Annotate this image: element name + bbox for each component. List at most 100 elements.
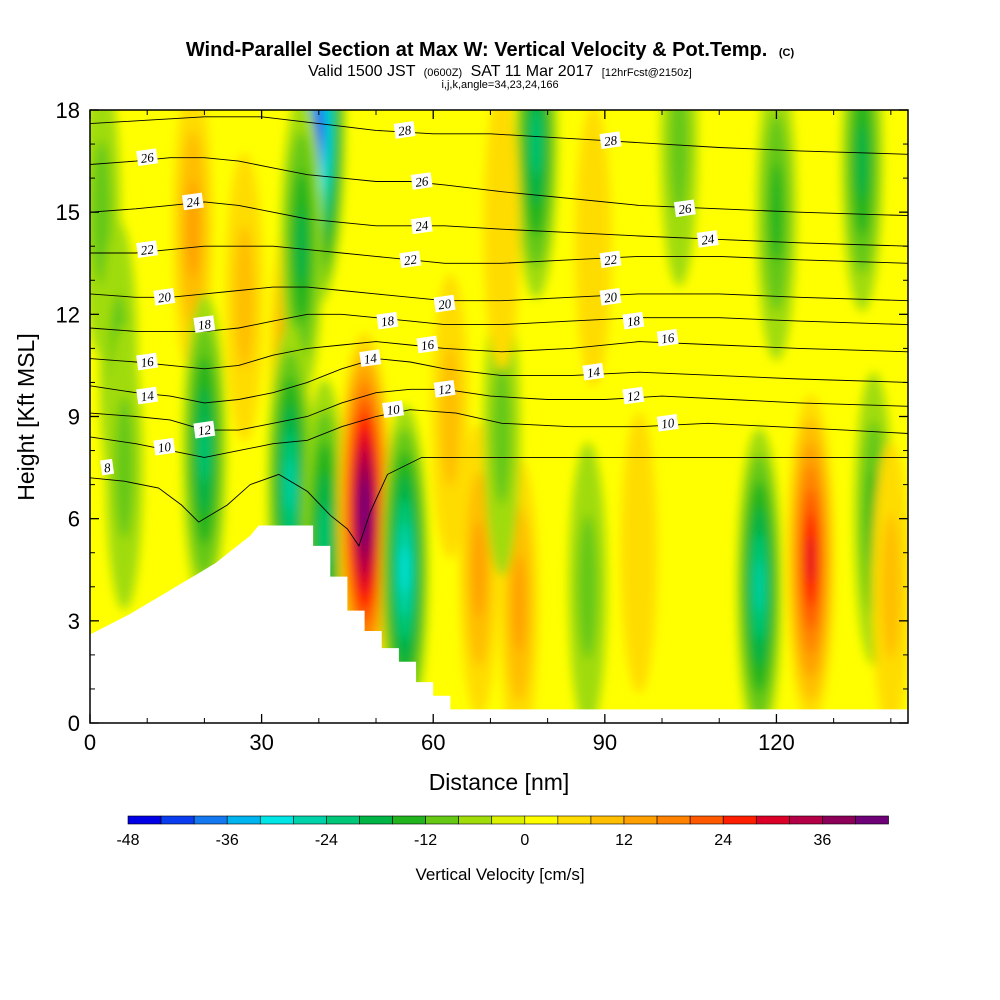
isentrope-label: 14	[582, 362, 605, 381]
isentrope-label: 24	[181, 192, 204, 211]
chart-title-main: Wind-Parallel Section at Max W: Vertical…	[186, 39, 767, 61]
colorbar-bin	[524, 815, 559, 825]
colorbar-bin	[491, 815, 526, 825]
y-tick-label: 6	[68, 507, 80, 532]
isentrope-label: 24	[410, 216, 433, 234]
isentrope-label-text: 26	[677, 200, 692, 217]
isentrope-label-box	[433, 294, 456, 313]
isentrope-label-text: 18	[197, 316, 212, 333]
colorbar-bin	[458, 815, 493, 825]
x-axis-label: Distance [nm]	[429, 769, 570, 795]
isentrope-label: 28	[599, 131, 622, 149]
colorbar-tick-label: -48	[116, 832, 139, 849]
velocity-cell	[296, 208, 307, 285]
velocity-cell	[115, 396, 134, 539]
isentrope-label: 14	[359, 349, 382, 367]
grid-info: i,j,k,angle=34,23,24,166	[441, 79, 558, 91]
isentrope-label: 8	[100, 458, 115, 476]
valid-date: SAT 11 Mar 2017	[471, 63, 594, 80]
isentrope-label-box	[433, 379, 456, 398]
isentrope-label-text: 28	[603, 132, 618, 149]
isentrope-label-box	[582, 362, 605, 381]
isentrope-label: 18	[376, 311, 399, 330]
velocity-cell	[316, 110, 322, 145]
forecast-info: [12hrFcst@2150z]	[602, 67, 692, 79]
colorbar-bin	[557, 815, 592, 825]
colorbar-tick-label: 0	[520, 832, 529, 849]
velocity-cell	[362, 495, 368, 529]
colorbar-bin	[656, 815, 691, 825]
velocity-cell	[578, 514, 598, 659]
colorbar-bin	[755, 815, 790, 825]
velocity-cell	[234, 225, 254, 370]
isentrope-label-text: 22	[603, 251, 618, 268]
velocity-cell	[881, 514, 901, 659]
velocity-cell	[575, 110, 612, 387]
velocity-cell	[91, 139, 111, 285]
axes: 0 30 60 90 120 0 3 6 9 12 15 18	[56, 98, 908, 755]
colorbar-bin	[392, 815, 426, 825]
isentrope-line	[90, 245, 908, 264]
isentrope-label: 14	[136, 386, 159, 405]
isentrope-label: 16	[416, 335, 439, 354]
colorbar-tick-label: -12	[414, 832, 437, 849]
isentrope-label-box	[153, 287, 176, 306]
isentrope-label-text: 12	[437, 381, 452, 398]
isentrope-label-box	[599, 131, 622, 149]
velocity-cell	[492, 362, 512, 505]
velocity-cell	[769, 162, 784, 262]
isentrope-label-text: 20	[603, 289, 618, 306]
colorbar-tick-label: -24	[315, 832, 338, 849]
isentrope-label-text: 14	[140, 388, 155, 405]
isentrope-label: 12	[193, 420, 216, 439]
colorbar-bin	[789, 815, 823, 825]
isentrope-label-text: 20	[157, 289, 172, 306]
colorbar-label: Vertical Velocity [cm/s]	[415, 865, 584, 884]
isentrope-label-box	[656, 328, 679, 347]
y-tick-label: 18	[56, 98, 80, 123]
velocity-cell	[669, 110, 689, 216]
isentrope-label: 20	[153, 287, 176, 306]
isentrope-label: 26	[673, 199, 696, 218]
isentrope-label-text: 18	[380, 313, 395, 330]
velocity-field	[90, 110, 908, 723]
isentrope-label: 28	[393, 121, 416, 139]
chart-title: Wind-Parallel Section at Max W: Vertical…	[186, 39, 795, 61]
isentrope-label: 10	[382, 400, 405, 418]
isentrope-label-box	[410, 172, 433, 190]
isentrope-label-box	[599, 287, 622, 306]
y-tick-label: 15	[56, 200, 80, 225]
x-tick-label: 60	[421, 730, 445, 755]
isentrope-line	[90, 286, 908, 302]
x-tick-label: 120	[758, 730, 795, 755]
isentrope-label-text: 8	[103, 460, 112, 476]
isentrope-label: 10	[656, 413, 679, 432]
isentrope-label: 22	[399, 250, 422, 268]
velocity-cell	[755, 560, 763, 614]
isentrope-label-text: 16	[420, 337, 435, 354]
velocity-cell	[621, 412, 658, 694]
velocity-cell	[807, 535, 815, 584]
isentrope-label: 10	[153, 437, 176, 455]
isentrope-label: 12	[622, 386, 645, 404]
colorbar-bin	[326, 815, 360, 825]
isentrope-label-box	[136, 240, 159, 258]
isentrope-label-box	[100, 458, 115, 476]
isentrope-line	[90, 116, 908, 155]
isentrope-label-box	[393, 121, 416, 139]
isentrope-label-text: 24	[185, 194, 200, 211]
colorbar-tick-label: 36	[814, 832, 832, 849]
isentrope-label-box	[359, 349, 382, 367]
isentrope-label-text: 26	[414, 173, 429, 190]
isentrope-label-box	[193, 420, 216, 439]
terrain	[90, 525, 908, 723]
y-tick-label: 3	[68, 609, 80, 634]
velocity-cell	[857, 123, 868, 199]
colorbar: -48 -36 -24 -12 0 12 24 36	[116, 815, 889, 849]
x-tick-label: 0	[84, 730, 96, 755]
isentrope-label-box	[673, 199, 696, 218]
colorbar-tick-label: -36	[216, 832, 239, 849]
velocity-cell	[483, 110, 520, 370]
colorbar-bin	[259, 815, 294, 825]
